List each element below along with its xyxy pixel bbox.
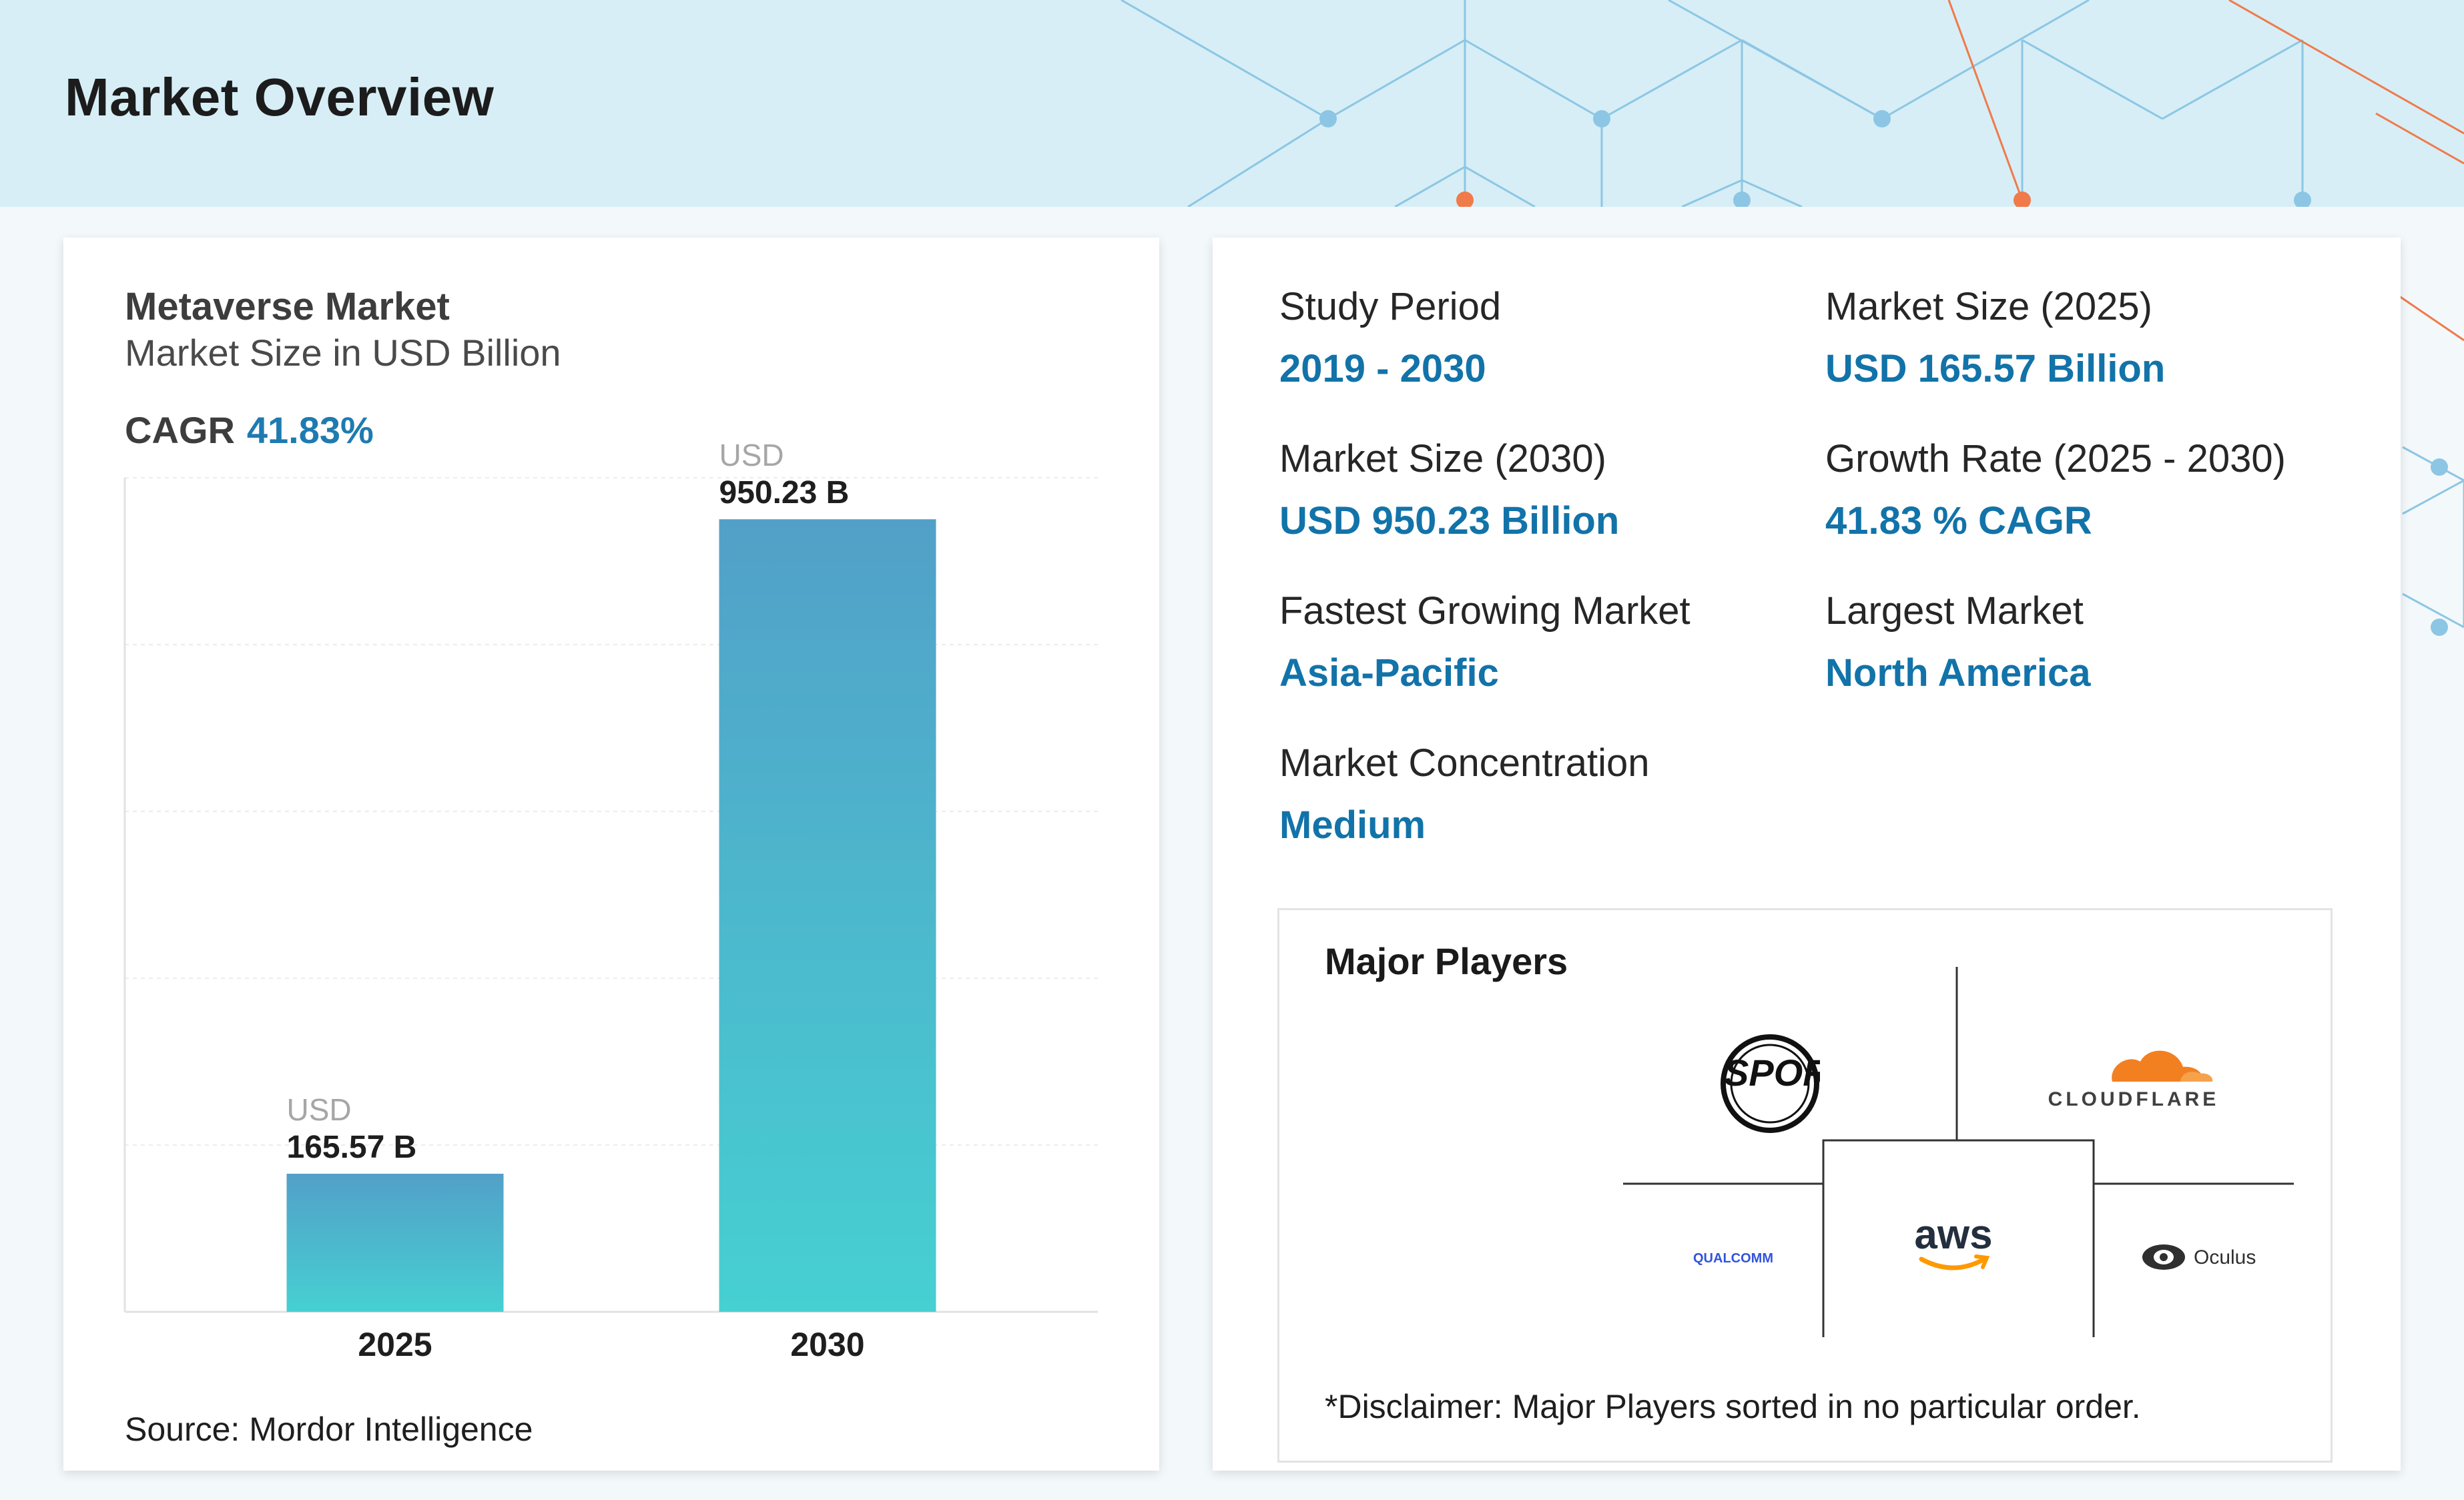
bar-value-label: 950.23 B [719, 475, 850, 510]
stat-label: Market Size (2030) [1279, 437, 1606, 480]
cloudflare-logo-text: CLOUDFLARE [2048, 1088, 2220, 1110]
ea-logo-text: EA SPORTS [1720, 1052, 1820, 1094]
ea-sports-logo: EA SPORTS [1720, 1034, 1820, 1133]
cagr-row: CAGR 41.83% [125, 408, 374, 452]
aws-logo: aws [1914, 1212, 1993, 1270]
stat-value: North America [1825, 651, 2091, 695]
bar-2030 [719, 519, 936, 1312]
source-note: Source: Mordor Intelligence [125, 1411, 533, 1448]
market-info-card: Study Period 2019 - 2030 Market Size (20… [1213, 238, 2401, 1471]
bar-value-prefix: USD [719, 438, 784, 472]
stat-growth-rate: Growth Rate (2025 - 2030) 41.83 % CAGR [1825, 436, 2286, 543]
chart-subtitle: Market Size in USD Billion [125, 332, 561, 374]
cloudflare-logo: CLOUDFLARE [2048, 1050, 2220, 1110]
header-banner: Market Overview [0, 0, 2464, 207]
chart-title: Metaverse Market [125, 285, 450, 328]
stat-market-concentration: Market Concentration Medium [1279, 741, 1649, 847]
stat-label: Largest Market [1825, 589, 2084, 633]
x-tick-label: 2025 [358, 1326, 432, 1363]
oculus-logo: Oculus [2142, 1244, 2256, 1270]
stat-market-size-2025: Market Size (2025) USD 165.57 Billion [1825, 284, 2165, 391]
aws-logo-text: aws [1914, 1212, 1992, 1258]
stat-value: Medium [1279, 803, 1426, 847]
page-title: Market Overview [65, 67, 495, 127]
stat-largest-market: Largest Market North America [1825, 589, 2091, 695]
network-decoration [1121, 0, 2464, 207]
qualcomm-logo: QUALCOMM [1693, 1251, 1773, 1266]
stat-label: Fastest Growing Market [1279, 589, 1690, 633]
cagr-value: 41.83% [246, 409, 374, 451]
major-players-box: Major Players EA SPORTS CLOUDFLARE aws [1277, 908, 2333, 1463]
cagr-label: CAGR [125, 409, 235, 451]
oculus-logo-text: Oculus [2194, 1246, 2256, 1268]
x-tick-label: 2030 [790, 1326, 864, 1363]
bar-value-prefix: USD [287, 1092, 352, 1127]
qualcomm-logo-text: QUALCOMM [1693, 1251, 1773, 1266]
stat-value: 2019 - 2030 [1279, 347, 1486, 390]
stat-market-size-2030: Market Size (2030) USD 950.23 Billion [1279, 436, 1619, 543]
stat-value: Asia-Pacific [1279, 651, 1499, 695]
stat-label: Market Size (2025) [1825, 285, 2152, 328]
stat-study-period: Study Period 2019 - 2030 [1279, 284, 1501, 391]
bar-value-label: 165.57 B [287, 1130, 417, 1165]
stat-label: Market Concentration [1279, 741, 1650, 785]
stat-value: USD 950.23 Billion [1279, 499, 1620, 542]
players-title: Major Players [1325, 940, 1568, 982]
players-grid-lines [1623, 967, 2294, 1337]
stat-value: 41.83 % CAGR [1825, 499, 2092, 542]
stat-value: USD 165.57 Billion [1825, 347, 2166, 390]
chart-card: Metaverse Market Market Size in USD Bill… [63, 238, 1159, 1471]
stat-label: Growth Rate (2025 - 2030) [1825, 437, 2286, 480]
stat-label: Study Period [1279, 285, 1502, 328]
bar-2025 [286, 1174, 504, 1312]
disclaimer: *Disclaimer: Major Players sorted in no … [1325, 1388, 2141, 1425]
stat-fastest-growing-market: Fastest Growing Market Asia-Pacific [1279, 589, 1690, 695]
